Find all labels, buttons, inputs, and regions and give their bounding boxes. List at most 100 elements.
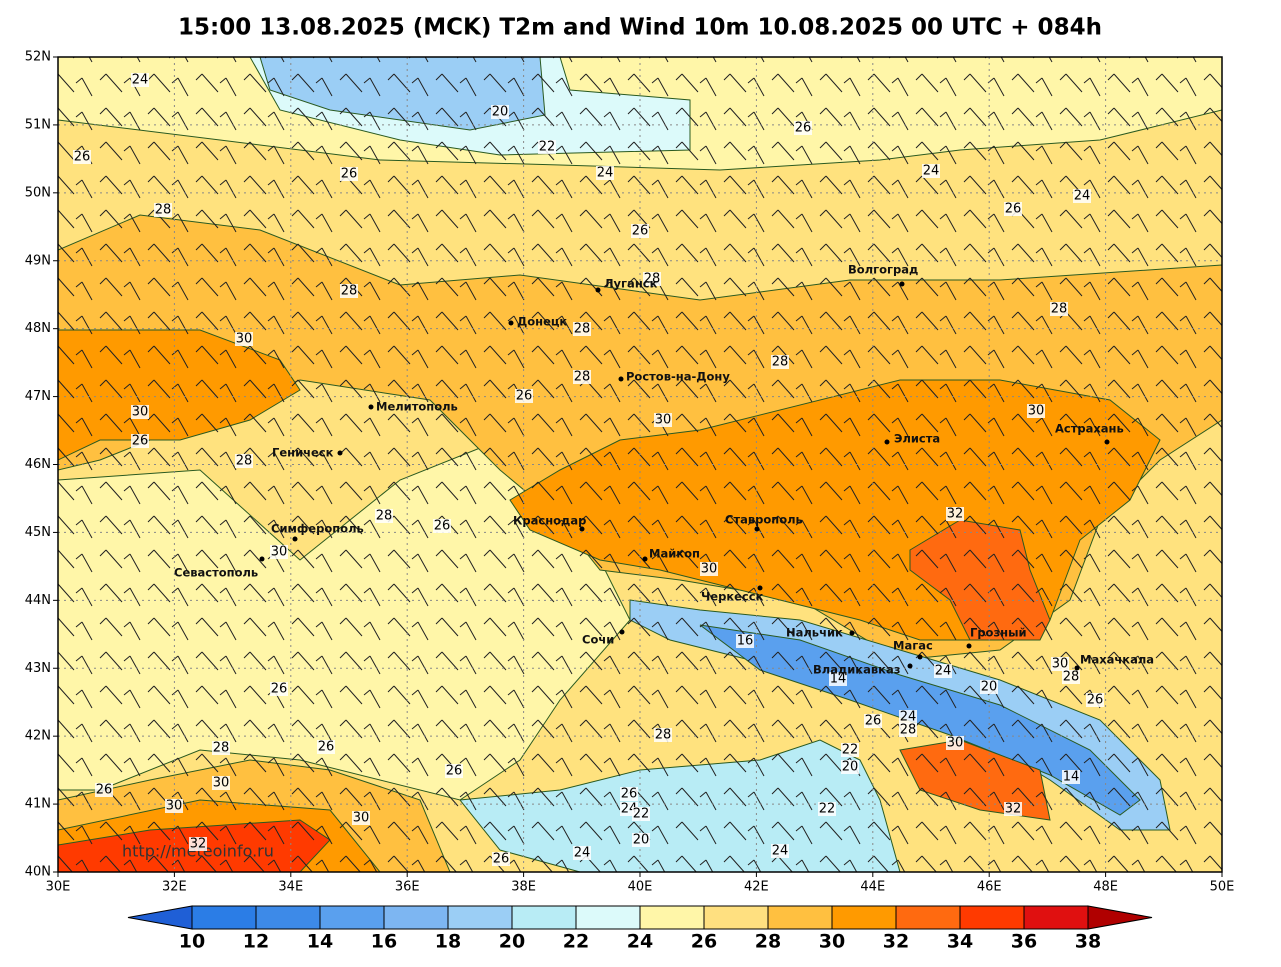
x-tick-label: 32E — [162, 880, 187, 895]
contour-label: 20 — [492, 105, 509, 120]
contour-label-bg — [375, 509, 393, 523]
x-tick-label: 42E — [744, 880, 769, 895]
colorbar-box — [703, 905, 769, 930]
colorbar-box — [767, 905, 833, 930]
colorbar-label: 16 — [371, 931, 397, 953]
city-dot — [899, 281, 905, 287]
colorbar-box — [1023, 905, 1089, 930]
contour-label: 32 — [947, 507, 964, 522]
city-label: Махачкала — [1080, 653, 1154, 667]
colorbar-label: 28 — [755, 931, 781, 953]
colorbar-box — [319, 905, 385, 930]
city-dot — [619, 629, 625, 635]
contour-label: 26 — [96, 783, 113, 798]
contour-label-bg — [1062, 670, 1080, 684]
y-tick-label: 51N — [25, 117, 51, 132]
city-label: Грозный — [970, 626, 1027, 640]
contour-label-bg — [235, 454, 253, 468]
colorbar-label: 38 — [1075, 931, 1101, 953]
colorbar-label: 32 — [883, 931, 909, 953]
city-dot — [508, 320, 514, 326]
contour-label-bg — [1004, 202, 1022, 216]
colorbar-label: 12 — [243, 931, 269, 953]
colorbar-label: 10 — [179, 931, 205, 953]
city-dot — [907, 663, 913, 669]
x-tick-label: 36E — [395, 880, 420, 895]
contour-label: 30 — [132, 405, 149, 420]
contour-label-bg — [212, 776, 230, 790]
city-label: Волгоград — [848, 263, 918, 277]
contour-label-bg — [700, 562, 718, 576]
contour-label-bg — [1086, 693, 1104, 707]
city-label: Сочи — [582, 633, 614, 647]
city-label: Краснодар — [513, 514, 586, 528]
contour-label-bg — [596, 166, 614, 180]
city-label: Владикавказ — [813, 663, 900, 677]
city-label: Геническ — [272, 446, 334, 460]
colorbar-label: 34 — [947, 931, 973, 953]
title: 15:00 13.08.2025 (MCK) T2m and Wind 10m … — [178, 15, 1102, 41]
contour-label-bg — [131, 405, 149, 419]
contour-label-bg — [899, 710, 917, 724]
contour-label: 28 — [341, 284, 358, 299]
contour-label: 24 — [935, 664, 952, 679]
contour-label: 30 — [947, 736, 964, 751]
city-dot — [337, 450, 343, 456]
contour-label-bg — [340, 284, 358, 298]
contour-label: 24 — [574, 846, 591, 861]
contour-label: 16 — [737, 634, 754, 649]
colorbar-box — [639, 905, 705, 930]
contour-label: 20 — [633, 833, 650, 848]
city-dot — [1104, 439, 1110, 445]
contour-label: 26 — [434, 519, 451, 534]
contour-label-bg — [841, 760, 859, 774]
y-tick-label: 44N — [25, 593, 51, 608]
colorbar-box — [831, 905, 897, 930]
y-tick-label: 47N — [25, 389, 51, 404]
colorbar-box — [255, 905, 321, 930]
city-dot — [757, 585, 763, 591]
contour-label: 26 — [1087, 693, 1104, 708]
colorbar-box — [383, 905, 449, 930]
contour-label: 20 — [842, 760, 859, 775]
contour-label-bg — [73, 150, 91, 164]
contour-label: 30 — [701, 562, 718, 577]
colorbar-label: 20 — [499, 931, 525, 953]
contour-label: 14 — [1063, 770, 1080, 785]
city-label: Магас — [893, 639, 933, 653]
contour-label: 28 — [574, 322, 591, 337]
contour-label-bg — [433, 519, 451, 533]
city-dot — [849, 630, 855, 636]
contour-label-bg — [131, 434, 149, 448]
contour-label-bg — [1004, 802, 1022, 816]
contour-label: 26 — [795, 121, 812, 136]
contour-label-bg — [841, 743, 859, 757]
city-label: Ставрополь — [725, 513, 803, 527]
x-tick-label: 30E — [46, 880, 71, 895]
contour-label: 28 — [655, 728, 672, 743]
y-tick-label: 41N — [25, 797, 51, 812]
city-label: Элиста — [894, 432, 940, 446]
contour-label: 32 — [1005, 802, 1022, 817]
contour-label-bg — [922, 164, 940, 178]
colorbar-label: 14 — [307, 931, 333, 953]
colorbar-box — [895, 905, 961, 930]
contour-label: 22 — [842, 743, 859, 758]
contour-label-bg — [771, 355, 789, 369]
contour-label-bg — [352, 811, 370, 825]
contour-label-bg — [654, 413, 672, 427]
contour-label-bg — [643, 272, 661, 286]
colorbar-box — [447, 905, 513, 930]
city-label: Севастополь — [174, 566, 258, 580]
contour-label: 26 — [516, 389, 533, 404]
colorbar-label: 30 — [819, 931, 845, 953]
x-tick-label: 50E — [1210, 880, 1235, 895]
contour-label-bg — [492, 852, 510, 866]
contour-label-bg — [654, 728, 672, 742]
city-label: Черкесск — [701, 590, 764, 604]
city-dot — [642, 556, 648, 562]
contour-label-bg — [1073, 189, 1091, 203]
contour-label-bg — [632, 807, 650, 821]
contour-label-bg — [631, 224, 649, 238]
